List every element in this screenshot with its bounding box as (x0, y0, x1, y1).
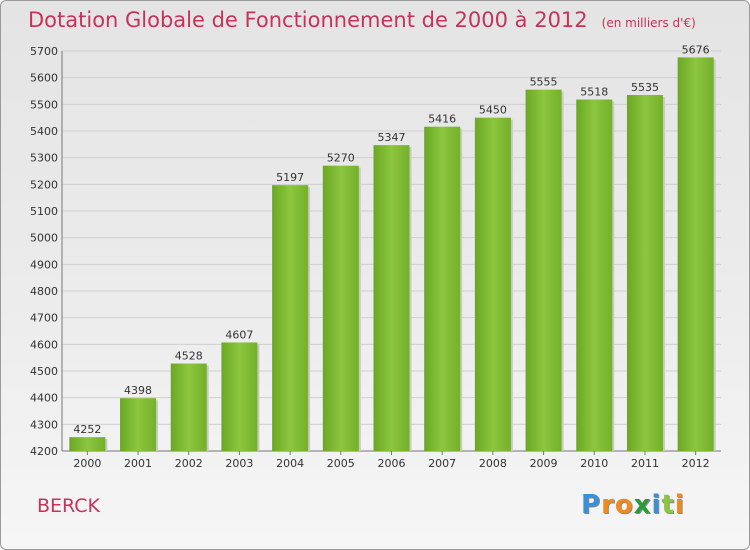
logo-letter: P (581, 490, 602, 520)
y-tick-label: 5700 (30, 45, 58, 58)
bar-2001 (120, 398, 157, 451)
y-tick-label: 5100 (30, 205, 58, 218)
y-tick-label: 4700 (30, 312, 58, 325)
bar-value-label: 5676 (682, 43, 710, 56)
y-tick-label: 4800 (30, 285, 58, 298)
y-tick-label: 4900 (30, 258, 58, 271)
x-tick-label: 2007 (428, 457, 456, 470)
logo-letter: x (633, 490, 652, 520)
x-tick-label: 2012 (682, 457, 710, 470)
y-tick-label: 5400 (30, 125, 58, 138)
logo-letter: i (674, 490, 685, 520)
bar-value-label: 4398 (124, 384, 152, 397)
bar-2007 (424, 126, 461, 451)
x-tick-label: 2004 (276, 457, 304, 470)
bar-value-label: 5416 (428, 113, 456, 126)
bar-2010 (576, 99, 613, 452)
bar-value-label: 5535 (631, 81, 659, 94)
bar-value-label: 5347 (378, 131, 406, 144)
bar-2012 (677, 57, 714, 452)
bar-value-label: 5270 (327, 152, 355, 165)
bar-2005 (322, 165, 359, 451)
logo-letter: i (651, 490, 662, 520)
bar-2002 (170, 363, 207, 451)
bar-2004 (272, 185, 309, 451)
bar-2003 (221, 342, 258, 451)
y-tick-label: 4500 (30, 365, 58, 378)
y-tick-label: 4200 (30, 445, 58, 458)
y-tick-label: 4600 (30, 338, 58, 351)
x-tick-label: 2011 (631, 457, 659, 470)
bar-layer (69, 57, 716, 452)
bar-2008 (474, 117, 511, 452)
bar-value-label: 5197 (276, 171, 304, 184)
bar-value-label: 5555 (530, 76, 558, 89)
y-tick-label: 5600 (30, 72, 58, 85)
logo-letter: o (614, 490, 634, 520)
x-tick-label: 2005 (327, 457, 355, 470)
bar-value-label: 4528 (175, 350, 203, 363)
y-tick-label: 4400 (30, 392, 58, 405)
x-tick-label: 2003 (225, 457, 253, 470)
logo-letter: r (601, 490, 615, 520)
x-tick-label: 2002 (175, 457, 203, 470)
logo-letter: t (661, 490, 675, 520)
x-tick-label: 2008 (479, 457, 507, 470)
x-tick-label: 2000 (73, 457, 101, 470)
bar-2009 (525, 89, 562, 452)
chart-subtitle: (en milliers d'€) (601, 16, 696, 30)
bar-2006 (373, 145, 410, 451)
bar-value-label: 4252 (73, 423, 101, 436)
bar-value-label: 5518 (580, 86, 608, 99)
y-tick-label: 4300 (30, 418, 58, 431)
proxiti-logo: Proxiti (581, 490, 685, 520)
bar-value-label: 5450 (479, 104, 507, 117)
y-tick-label: 5000 (30, 232, 58, 245)
y-tick-label: 5300 (30, 152, 58, 165)
y-tick-label: 5200 (30, 178, 58, 191)
x-tick-label: 2009 (530, 457, 558, 470)
bar-2011 (626, 95, 663, 451)
commune-name: BERCK (37, 495, 101, 517)
x-tick-label: 2001 (124, 457, 152, 470)
label-layer: 4200 4300 4400 4500 4600 4700 4800 4900 5000 5100… (30, 43, 710, 470)
x-tick-label: 2006 (378, 457, 406, 470)
y-tick-label: 5500 (30, 98, 58, 111)
bar-2000 (69, 437, 106, 451)
chart-title: Dotation Globale de Fonctionnement de 20… (28, 8, 696, 32)
chart-title-text: Dotation Globale de Fonctionnement de 20… (28, 8, 588, 32)
bar-value-label: 4607 (225, 328, 253, 341)
x-tick-label: 2010 (580, 457, 608, 470)
